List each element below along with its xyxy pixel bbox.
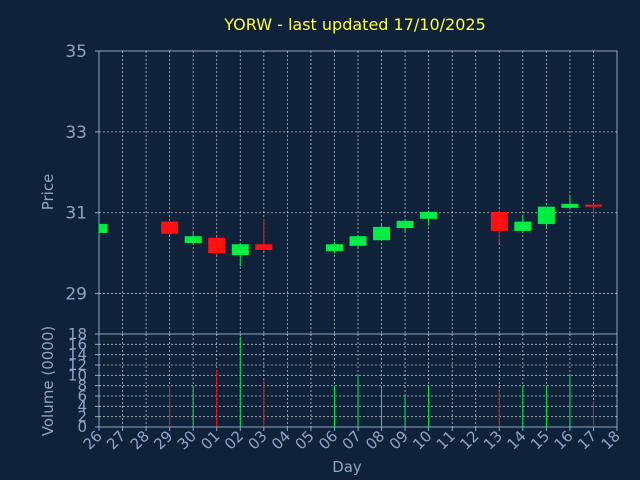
candle-body (561, 203, 579, 208)
price-tick-label: 33 (65, 123, 87, 143)
volume-tick-label: 8 (77, 377, 87, 395)
price-panel: 29 31 33 35 (65, 42, 618, 335)
candle-body (420, 211, 438, 219)
price-tick-label: 29 (65, 285, 87, 305)
candle-body (161, 221, 179, 234)
candle-body (99, 224, 108, 233)
volume-tick-label: 16 (68, 335, 87, 353)
candle-body (514, 221, 532, 231)
candle-body (255, 244, 273, 250)
price-axis-label: Price (39, 174, 57, 211)
volume-tick-label: 2 (77, 408, 87, 426)
price-tick-label: 35 (65, 42, 87, 62)
candle-body (349, 236, 367, 246)
candle-body (396, 220, 414, 229)
candle-body (373, 226, 391, 241)
volume-tick-label: 0 (77, 418, 87, 436)
x-axis: 2627282930010203040506070809101112131415… (80, 427, 624, 453)
volume-tick-label: 12 (68, 356, 87, 374)
chart-title: YORW - last updated 17/10/2025 (223, 15, 486, 34)
candle-body (537, 206, 555, 225)
volume-tick-label: 6 (77, 387, 87, 405)
candle-body (184, 236, 202, 244)
volume-tick-label: 10 (68, 366, 87, 384)
candle-body (231, 244, 249, 256)
candle-body (584, 204, 602, 207)
volume-tick-label: 14 (68, 346, 87, 364)
volume-tick-label: 4 (77, 397, 87, 415)
x-axis-label: Day (332, 458, 362, 476)
candle-body (325, 244, 343, 252)
candle-body (208, 237, 226, 254)
candle-body (490, 211, 508, 231)
volume-axis-label: Volume (0000) (39, 326, 57, 436)
price-tick-label: 31 (65, 204, 87, 224)
volume-tick-label: 18 (68, 325, 87, 343)
